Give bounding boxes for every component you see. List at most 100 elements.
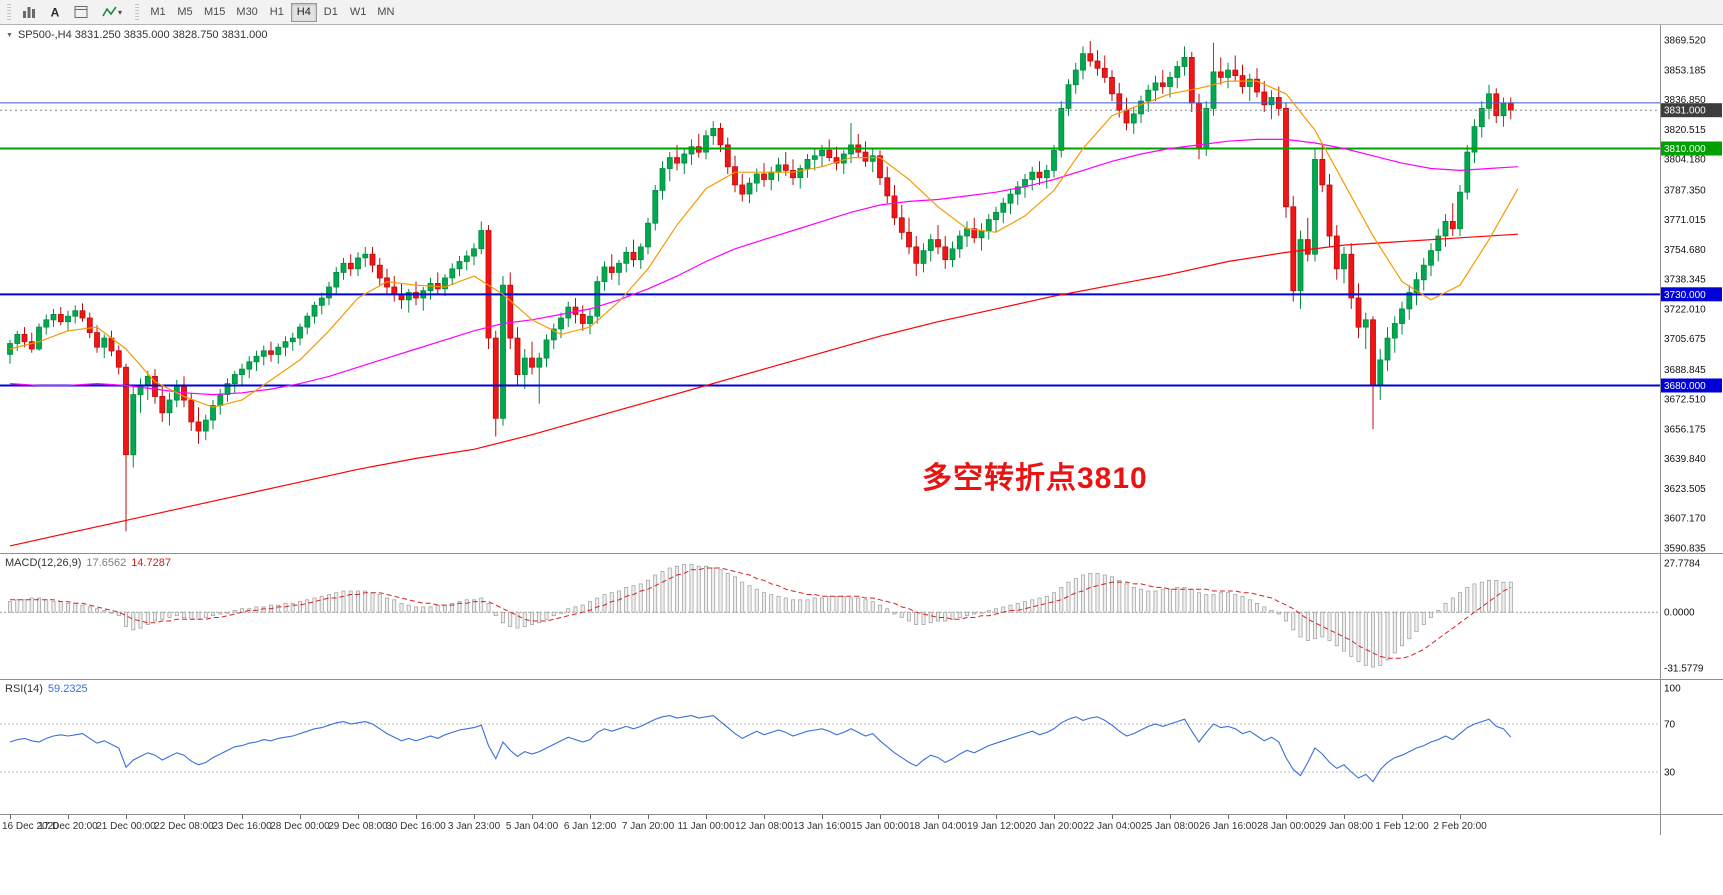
time-axis-tick (590, 815, 591, 819)
dropdown-caret-icon: ▾ (117, 7, 122, 17)
time-axis-label: 5 Jan 04:00 (505, 821, 559, 832)
svg-text:70: 70 (1664, 720, 1676, 731)
main-chart-panel[interactable]: 3869.520 3853.185 3836.850 3820.515 3804.180… (0, 25, 1723, 553)
time-axis-tick (1054, 815, 1055, 819)
timeframe-button-h1[interactable]: H1 (269, 6, 284, 18)
toolbar-grip-2[interactable] (135, 3, 139, 21)
time-axis-label: 16 Dec 2020 (2, 821, 59, 832)
svg-text:3688.845: 3688.845 (1664, 365, 1706, 376)
time-axis-tick (532, 815, 533, 819)
timeframe-button-m30[interactable]: M30 (236, 6, 258, 18)
time-axis-tick (416, 815, 417, 819)
time-axis-label: 17 Dec 20:00 (38, 821, 98, 832)
text-annotation-button[interactable]: A (43, 2, 67, 22)
macd-panel[interactable]: 27.7784 0.0000 -31.5779 MACD(12,26,9) 17.65… (0, 553, 1723, 679)
time-axis-tick (10, 815, 11, 819)
time-axis-tick (822, 815, 823, 819)
svg-text:3656.175: 3656.175 (1664, 424, 1706, 435)
svg-text:3836.850: 3836.850 (1664, 95, 1706, 106)
time-axis-tick (764, 815, 765, 819)
time-axis-label: 21 Dec 00:00 (96, 821, 156, 832)
timeframe-button-m15[interactable]: M15 (204, 6, 226, 18)
toolbar: A ▾ M1 M5 M15 M30 H1 H4 D1 W1 MN (0, 0, 1723, 25)
rsi-panel[interactable]: 100 70 30 RSI(14) 59.2325 (0, 679, 1723, 814)
time-axis-tick (68, 815, 69, 819)
candlestick-chart[interactable]: 3869.520 3853.185 3836.850 3820.515 3804.180… (0, 25, 1723, 553)
chart-caption: ▼ SP500-,H4 3831.250 3835.000 3828.750 3… (6, 29, 268, 41)
rsi-value: 59.2325 (47, 683, 88, 695)
bar-chart-button[interactable] (17, 2, 41, 22)
svg-text:-31.5779: -31.5779 (1664, 664, 1704, 675)
svg-text:3672.510: 3672.510 (1664, 395, 1706, 406)
macd-chart[interactable]: 27.7784 0.0000 -31.5779 (0, 554, 1723, 679)
rsi-chart[interactable]: 100 70 30 (0, 680, 1723, 814)
time-axis-tick (648, 815, 649, 819)
time-axis-label: 28 Jan 00:00 (1257, 821, 1315, 832)
chart-window-button[interactable] (69, 2, 93, 22)
timeframe-button-mn[interactable]: MN (377, 6, 395, 18)
svg-text:3738.345: 3738.345 (1664, 275, 1706, 286)
time-axis-tick (1402, 815, 1403, 819)
svg-text:3869.520: 3869.520 (1664, 36, 1706, 47)
time-axis-tick (358, 815, 359, 819)
time-axis-tick (1460, 815, 1461, 819)
rsi-name: RSI(14) (5, 683, 43, 695)
svg-text:3787.350: 3787.350 (1664, 185, 1706, 196)
timeframe-button-w1[interactable]: W1 (349, 6, 367, 18)
time-axis-label: 29 Dec 08:00 (328, 821, 388, 832)
svg-text:3623.505: 3623.505 (1664, 484, 1706, 495)
svg-text:3639.840: 3639.840 (1664, 454, 1706, 465)
toolbar-grip[interactable] (7, 3, 11, 21)
timeframe-button-h4[interactable]: H4 (290, 2, 317, 22)
svg-text:3705.675: 3705.675 (1664, 334, 1706, 345)
time-axis-label: 6 Jan 12:00 (563, 821, 617, 832)
macd-value-main: 17.6562 (86, 557, 127, 569)
time-axis-label: 3 Jan 23:00 (447, 821, 501, 832)
chart-annotation: 多空转折点3810 (922, 462, 1148, 495)
timeframe-buttons: M1 M5 M15 M30 H1 H4 D1 W1 MN (145, 2, 399, 22)
time-axis-tick (1228, 815, 1229, 819)
time-axis-label: 12 Jan 08:00 (735, 821, 793, 832)
timeframe-button-m1[interactable]: M1 (150, 6, 166, 18)
macd-name: MACD(12,26,9) (5, 557, 82, 569)
timeframe-button-d1[interactable]: D1 (323, 6, 338, 18)
svg-text:3810.000: 3810.000 (1664, 144, 1706, 155)
time-axis-tick (242, 815, 243, 819)
time-axis[interactable]: 16 Dec 2020 17 Dec 20:00 21 Dec 00:00 22 De… (0, 814, 1723, 835)
time-axis-tick (126, 815, 127, 819)
time-axis-tick (474, 815, 475, 819)
svg-text:3730.000: 3730.000 (1664, 290, 1706, 301)
time-axis-label: 20 Jan 20:00 (1025, 821, 1083, 832)
time-axis-label: 19 Jan 12:00 (967, 821, 1025, 832)
time-axis-tick (938, 815, 939, 819)
time-axis-tick (1112, 815, 1113, 819)
time-axis-label: 22 Dec 08:00 (154, 821, 214, 832)
time-axis-label: 22 Jan 04:00 (1083, 821, 1141, 832)
time-axis-tick (1286, 815, 1287, 819)
timeframe-button-m5[interactable]: M5 (177, 6, 193, 18)
time-axis-tick (184, 815, 185, 819)
time-axis-tick (1170, 815, 1171, 819)
time-axis-label: 11 Jan 00:00 (677, 821, 735, 832)
time-axis-tick (706, 815, 707, 819)
bar-chart-icon (23, 7, 35, 18)
macd-label: MACD(12,26,9) 17.6562 14.7287 (5, 557, 171, 569)
time-axis-label: 25 Jan 08:00 (1141, 821, 1199, 832)
time-axis-label: 30 Dec 16:00 (386, 821, 446, 832)
svg-text:0.0000: 0.0000 (1664, 608, 1695, 619)
svg-text:3853.185: 3853.185 (1664, 65, 1706, 76)
svg-text:3607.170: 3607.170 (1664, 514, 1706, 525)
time-axis-tick (880, 815, 881, 819)
svg-text:3831.000: 3831.000 (1664, 106, 1706, 117)
svg-text:3754.680: 3754.680 (1664, 245, 1706, 256)
caption-collapse-icon[interactable]: ▼ (6, 31, 13, 39)
chart-window-icon (74, 6, 88, 18)
svg-text:3722.010: 3722.010 (1664, 304, 1706, 315)
svg-text:3804.180: 3804.180 (1664, 155, 1706, 166)
time-axis-label: 1 Feb 12:00 (1375, 821, 1429, 832)
macd-value-signal: 14.7287 (131, 557, 171, 569)
letter-a-icon: A (51, 6, 60, 20)
zigzag-indicator-button[interactable]: ▾ (95, 2, 129, 22)
svg-text:A: A (51, 6, 60, 20)
time-axis-label: 13 Jan 16:00 (793, 821, 851, 832)
